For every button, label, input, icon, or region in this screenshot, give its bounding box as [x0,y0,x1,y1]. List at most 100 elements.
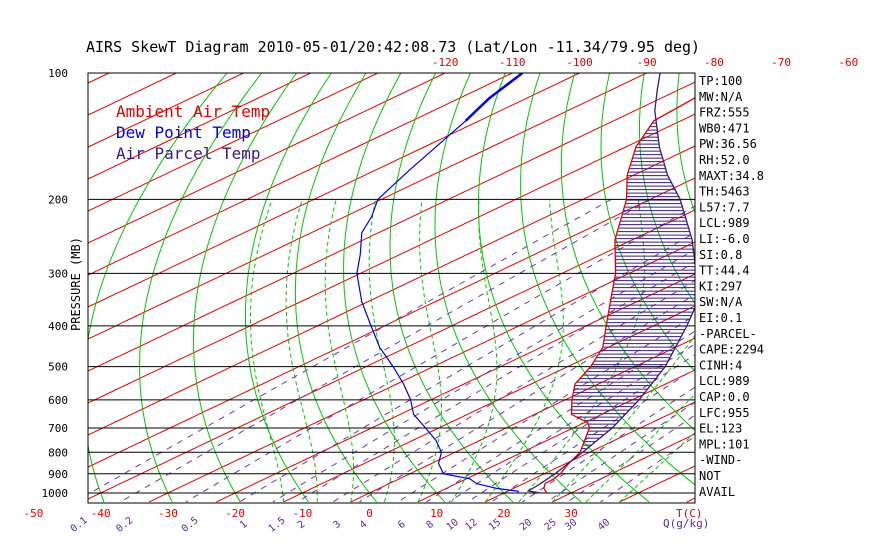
index-row: -WIND- [699,453,742,467]
isotherm-line [88,73,110,84]
background-grid [0,73,870,503]
moist-adiabat-line [250,199,285,502]
index-row: LCL:989 [699,216,750,230]
index-row: CAPE:2294 [699,343,764,357]
bottom-temp-tick-label: 30 [564,507,577,520]
mixing-ratio-line [600,435,695,503]
mixing-ratio-line [185,205,695,503]
mixing-ratio-line [397,314,695,503]
mixing-ratio-tick-label: 0.5 [180,515,201,535]
isotherm-line [148,241,695,503]
isotherm-line [88,145,695,436]
mixing-ratio-tick-label: 0.1 [69,515,90,535]
bottom-temp-tick-label: 20 [497,507,510,520]
dry-adiabat-line [434,73,582,503]
mixing-ratio-unit-label: Q(g/kg) [663,517,709,530]
moist-adiabat-line [324,199,354,503]
dry-adiabat-line [294,73,377,503]
dry-adiabat-line [783,73,870,502]
mixing-ratio-tick-label: 10 [445,517,461,533]
index-row: KI:297 [699,279,742,293]
mixing-ratio-tick-label: 1 [238,519,250,531]
mixing-ratio-line [448,343,695,503]
isotherm-line [88,177,695,468]
dry-adiabat-line [389,73,514,503]
moist-adiabat-line [518,199,645,503]
cape-hatch-fill [571,122,695,460]
mixing-ratio-tick-label: 20 [518,517,534,533]
isotherm-line [88,81,695,372]
mixing-ratio-line [426,330,695,503]
isotherm-line [88,113,695,404]
mixing-ratio-line [120,198,651,503]
y-tick-label: 100 [48,67,68,80]
bottom-temp-tick-label: 0 [366,507,373,520]
mixing-ratio-tick-label: 8 [424,519,436,531]
mixing-ratio-line [546,401,695,503]
mixing-ratio-tick-label: 6 [396,519,408,531]
y-tick-label: 200 [48,193,68,206]
index-row: MW:N/A [699,90,743,104]
y-tick-label: 1000 [42,487,69,500]
dry-adiabat-line [193,73,297,503]
top-temp-tick-label: -80 [704,56,724,69]
mixing-ratio-tick-label: 3 [331,519,343,531]
mixing-ratio-line [239,232,695,503]
isotherm-line [484,401,695,503]
y-tick-label: 500 [48,361,68,374]
profile-series [356,73,695,494]
dry-adiabat-line [343,73,446,503]
dewpoint-line [356,73,523,494]
plot-frame [87,72,696,504]
bottom-temp-tick-label: 10 [430,507,443,520]
index-row: -PARCEL- [699,327,757,341]
bottom-temperature-ticks: -50 -40 -30 -20 -10 0 10 20 30 [24,507,578,520]
index-row: TT:44.4 [699,264,750,278]
y-tick-label: 800 [48,446,68,459]
ambient-temp-line [543,96,695,494]
dry-adiabat-line [853,73,870,502]
top-temp-tick-label: -110 [499,56,526,69]
mixing-ratio-tick-label: 2 [296,519,308,531]
legend-ambient-air-temp: Ambient Air Temp [116,102,270,121]
y-axis-label: PRESSURE (MB) [69,237,83,331]
mixing-ratio-tick-label: 12 [463,517,479,533]
index-row: AVAIL [699,485,735,499]
mixing-ratio-ticks: 0.1 0.2 0.5 1 1.5 2 3 4 6 8 10 12 15 20 25 30 40 [69,515,613,535]
bottom-temp-unit-label: T(C) [676,507,703,520]
bottom-temp-tick-label: -50 [24,507,44,520]
mixing-ratio-line [491,367,695,503]
isotherm-line [0,73,42,502]
index-row: TP:100 [699,74,742,88]
moist-adiabat-line [585,393,695,503]
index-row: WB0:471 [699,121,750,135]
index-row: EI:0.1 [699,311,742,325]
parcel-temp-line [526,73,695,494]
bottom-temp-tick-label: -40 [91,507,111,520]
chart-title: AIRS SkewT Diagram 2010-05-01/20:42:08.7… [86,38,700,56]
index-row: TH:5463 [699,185,750,199]
isotherm-line [350,337,695,503]
dry-adiabat-line [139,73,263,503]
mixing-ratio-line [88,198,612,495]
mixing-ratio-tick-label: 1.5 [267,515,288,535]
index-row: LI:-6.0 [699,232,750,246]
legend-dew-point-temp: Dew Point Temp [116,123,251,142]
isotherm-line [619,465,695,503]
index-row: MPL:101 [699,437,750,451]
legend: Ambient Air Temp Dew Point Temp Air Parc… [116,102,270,163]
dry-adiabat-line [244,73,332,503]
index-row: SI:0.8 [699,248,742,262]
mixing-ratio-line [359,293,695,503]
mixing-ratio-tick-label: 40 [596,517,612,533]
isotherm-line [417,369,695,503]
y-tick-label: 700 [48,422,68,435]
y-tick-label: 400 [48,320,68,333]
index-row: L57:7.7 [699,200,750,214]
index-row: FRZ:555 [699,106,750,120]
isotherm-line [88,73,513,276]
moist-adiabat-line [484,199,564,503]
moist-adiabat-line [417,199,442,503]
dry-adiabat-line [560,73,695,432]
